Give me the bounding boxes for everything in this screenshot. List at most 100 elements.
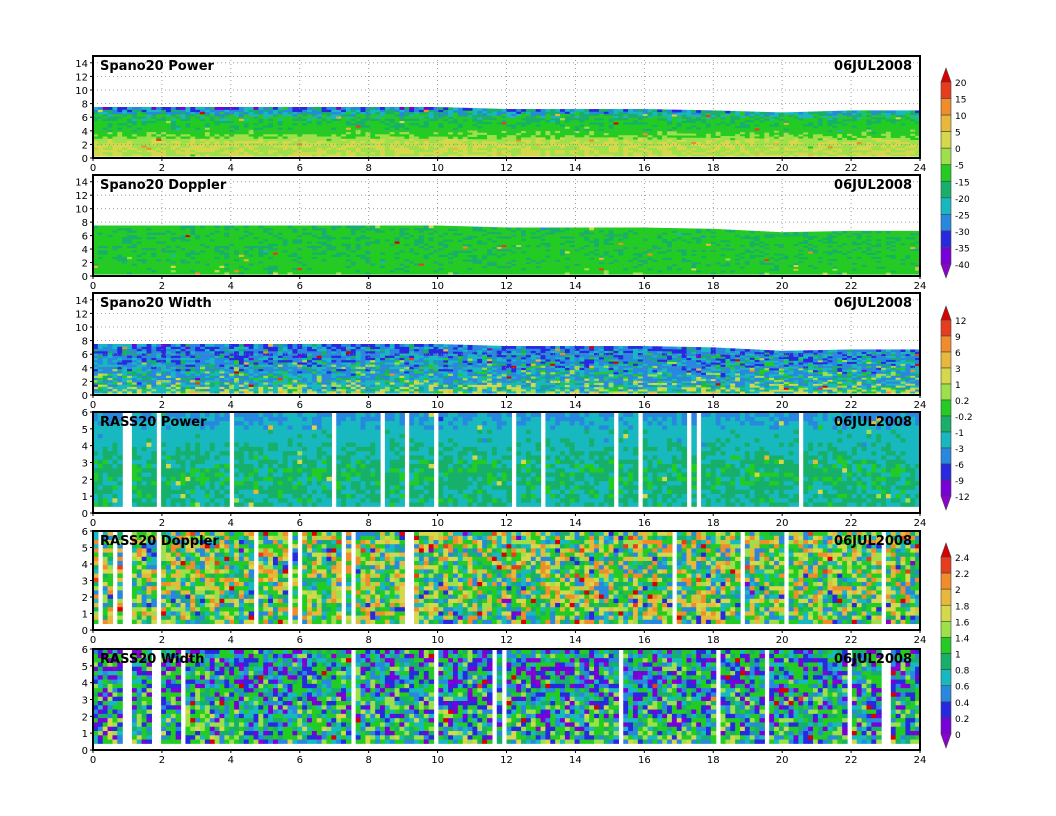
heatmap-cell — [351, 107, 356, 110]
heatmap-cell — [239, 107, 244, 110]
heatmap-cell — [370, 107, 375, 110]
heatmap-cell — [210, 107, 215, 110]
heatmap-cell — [891, 110, 896, 113]
heatmap-cell — [429, 107, 434, 110]
heatmap-cell — [438, 107, 443, 110]
heatmap-cell — [399, 107, 404, 110]
heatmap-cell — [701, 110, 706, 113]
heatmap-cell — [434, 107, 439, 110]
heatmap-cell — [108, 107, 113, 110]
heatmap-cell — [652, 109, 657, 112]
heatmap-cell — [886, 110, 891, 113]
heatmap-cell — [842, 111, 847, 114]
heatmap-cell — [331, 226, 336, 229]
heatmap-cell — [190, 226, 195, 229]
heatmap-cell — [210, 226, 215, 229]
heatmap-cell — [307, 226, 312, 229]
heatmap-cell — [555, 109, 560, 112]
heatmap-cell — [409, 107, 414, 110]
y-tick-label: 0 — [82, 154, 88, 165]
heatmap-cell — [229, 226, 234, 229]
heatmap-cell — [686, 110, 691, 113]
heatmap-cell — [682, 110, 687, 113]
heatmap-cell — [677, 110, 682, 113]
heatmap-cell — [98, 226, 103, 229]
heatmap-cell — [137, 226, 142, 229]
heatmap-cell — [224, 226, 229, 229]
heatmap-cell — [648, 109, 653, 112]
heatmap-cell — [453, 108, 458, 111]
x-tick-label: 18 — [707, 163, 720, 174]
heatmap-cell — [623, 109, 628, 112]
heatmap-cell — [142, 226, 147, 229]
heatmap-cell — [268, 107, 273, 110]
heatmap-cell — [312, 226, 317, 229]
heatmap-cell — [477, 108, 482, 111]
heatmap-cell — [254, 226, 259, 229]
heatmap-cell — [327, 107, 332, 110]
heatmap-cell — [779, 112, 784, 115]
heatmap-cell — [847, 110, 852, 113]
heatmap-cell — [472, 108, 477, 111]
heatmap-cell — [599, 109, 604, 112]
heatmap-cell — [390, 107, 395, 110]
heatmap-cell — [750, 112, 755, 115]
heatmap-cell — [404, 107, 409, 110]
heatmap-cell — [278, 226, 283, 229]
heatmap-cell — [419, 107, 424, 110]
heatmap-cell — [609, 109, 614, 112]
heatmap-cell — [341, 226, 346, 229]
heatmap-cell — [395, 107, 400, 110]
x-tick-label: 6 — [297, 163, 303, 174]
heatmap-cell — [331, 107, 336, 110]
y-tick-label: 4 — [82, 127, 88, 138]
heatmap-cell — [336, 107, 341, 110]
heatmap-cell — [487, 109, 492, 112]
y-tick-label: 12 — [75, 72, 88, 83]
heatmap-cell — [716, 111, 721, 114]
heatmap-cell — [103, 107, 108, 110]
heatmap-cell — [910, 110, 915, 113]
heatmap-cell — [292, 107, 297, 110]
heatmap-cell — [302, 226, 307, 229]
x-tick-label: 0 — [90, 163, 96, 174]
heatmap-cell — [98, 107, 103, 110]
heatmap-cell — [361, 107, 366, 110]
heatmap-cell — [356, 107, 361, 110]
heatmap-cell — [117, 226, 122, 229]
heatmap-cell — [511, 109, 516, 112]
heatmap-cell — [312, 107, 317, 110]
heatmap-cell — [132, 226, 137, 229]
heatmap-cell — [575, 109, 580, 112]
heatmap-cell — [249, 107, 254, 110]
heatmap-cell — [482, 108, 487, 111]
heatmap-cell — [365, 107, 370, 110]
heatmap-cell — [108, 226, 113, 229]
heatmap-cell — [721, 111, 726, 114]
heatmap-cell — [380, 107, 385, 110]
heatmap-cell — [657, 109, 662, 112]
heatmap-cell — [346, 226, 351, 229]
heatmap-cell — [166, 226, 171, 229]
heatmap-cell — [317, 226, 322, 229]
heatmap-cell — [151, 107, 156, 110]
y-tick-label: 6 — [82, 113, 88, 124]
heatmap-cell — [307, 107, 312, 110]
heatmap-cell — [862, 110, 867, 113]
heatmap-cell — [638, 109, 643, 112]
heatmap-cell — [288, 107, 293, 110]
heatmap-cell — [127, 107, 132, 110]
heatmap-cell — [881, 110, 886, 113]
heatmap-cell — [866, 110, 871, 113]
heatmap-cell — [521, 109, 526, 112]
heatmap-cell — [142, 107, 147, 110]
heatmap-cell — [156, 107, 161, 110]
heatmap-cell — [526, 109, 531, 112]
heatmap-cell — [735, 111, 740, 114]
panel-title: Spano20 Power — [100, 59, 215, 74]
heatmap-cell — [696, 110, 701, 113]
heatmap-cell — [424, 107, 429, 110]
heatmap-cell — [579, 109, 584, 112]
heatmap-cell — [322, 226, 327, 229]
